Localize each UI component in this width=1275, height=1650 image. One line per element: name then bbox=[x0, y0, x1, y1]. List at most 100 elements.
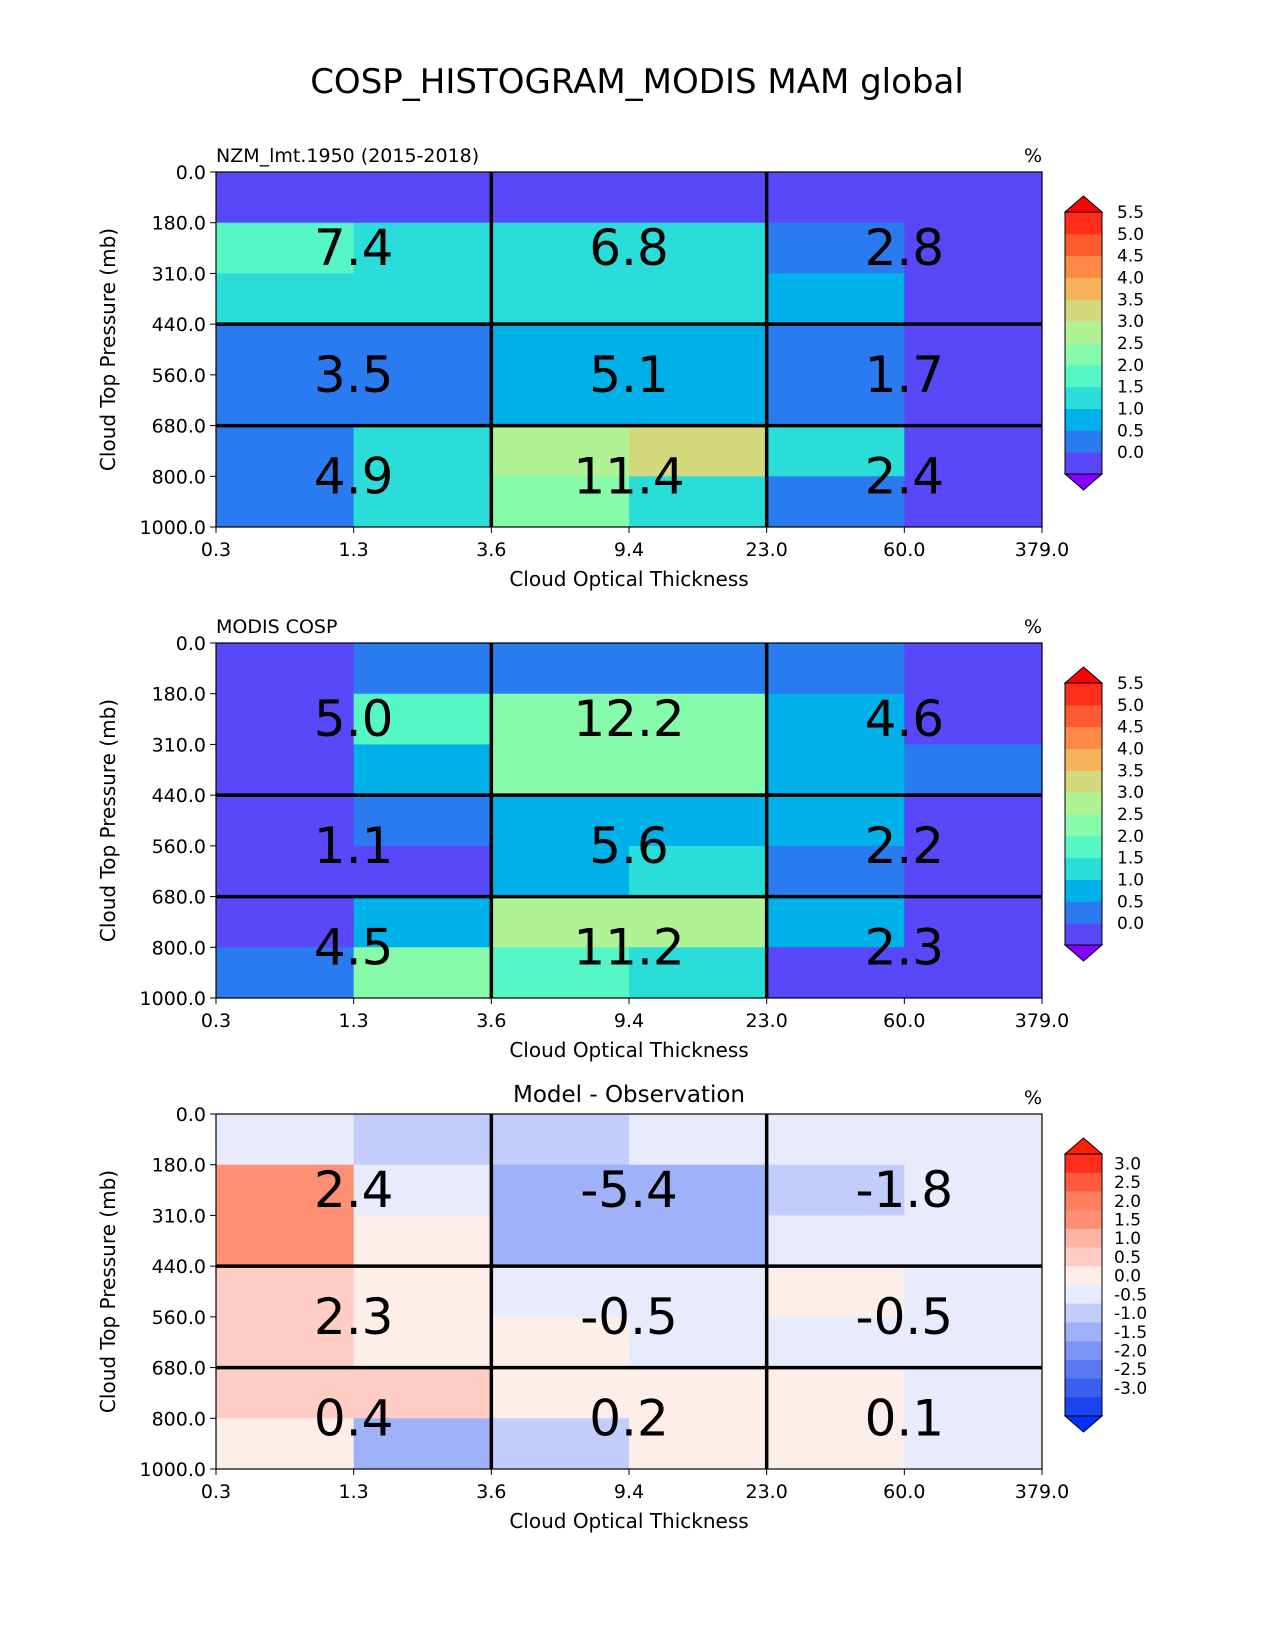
box-total-label: -0.5 bbox=[856, 1288, 954, 1346]
heatmap-cell bbox=[353, 1164, 492, 1216]
box-total-label: 2.2 bbox=[865, 817, 945, 875]
heatmap-cell bbox=[491, 744, 630, 796]
heatmap-cell bbox=[216, 222, 355, 274]
heatmap-cell bbox=[904, 273, 1043, 325]
colorbar-segment bbox=[1065, 792, 1102, 815]
colorbar-segment bbox=[1065, 233, 1102, 257]
colorbar-tick-label: -1.5 bbox=[1114, 1323, 1147, 1343]
colorbar-segment bbox=[1065, 1172, 1102, 1192]
box-total-label: 5.0 bbox=[314, 690, 394, 748]
heatmap-cell bbox=[353, 744, 492, 796]
colorbar-segment bbox=[1065, 704, 1102, 728]
colorbar-tick-label: 5.0 bbox=[1117, 696, 1144, 716]
heatmap-cell bbox=[491, 643, 630, 695]
heatmap-cell bbox=[353, 476, 492, 528]
colorbar-tick-label: -2.0 bbox=[1114, 1342, 1147, 1362]
x-tick-label: 0.3 bbox=[201, 1010, 231, 1032]
colorbar-segment bbox=[1065, 452, 1102, 475]
heatmap-cell bbox=[216, 1418, 355, 1470]
heatmap-cell bbox=[904, 1418, 1043, 1470]
heatmap-cell bbox=[353, 1266, 492, 1318]
heatmap-cell bbox=[766, 1367, 905, 1419]
x-tick-label: 9.4 bbox=[614, 1481, 644, 1503]
heatmap-cell bbox=[766, 1266, 905, 1318]
heatmap-cell bbox=[629, 947, 768, 999]
box-total-label: 4.6 bbox=[865, 690, 945, 748]
colorbar-tick-label: 0.5 bbox=[1117, 421, 1144, 441]
heatmap-cell bbox=[904, 1164, 1043, 1216]
heatmap-cell bbox=[216, 795, 355, 847]
box-total-label: 0.2 bbox=[589, 1389, 669, 1447]
colorbar-extend-max bbox=[1063, 666, 1104, 684]
y-tick-label: 800.0 bbox=[152, 937, 206, 959]
box-total-label: 11.4 bbox=[573, 447, 684, 505]
box-total-label: 1.7 bbox=[865, 346, 945, 404]
heatmap-cell bbox=[904, 172, 1043, 224]
colorbar-extend-max bbox=[1063, 195, 1104, 213]
heatmap-cell bbox=[353, 1114, 492, 1166]
colorbar-tick-label: 3.0 bbox=[1117, 312, 1144, 332]
heatmap-cell bbox=[629, 643, 768, 695]
colorbar: 0.00.51.01.52.02.53.03.54.04.55.05.5 bbox=[1063, 666, 1144, 962]
colorbar-extend-min bbox=[1063, 473, 1104, 491]
panels: 7.4 6.8 2.8 3.5 5.1 1.7 4.9 11.4 2.4 0.3 1.3 3.6 9.4… bbox=[96, 145, 1147, 1533]
heatmap-cell bbox=[491, 896, 630, 948]
heatmap-cell bbox=[766, 795, 905, 847]
colorbar-segment bbox=[1065, 1247, 1102, 1267]
x-tick-label: 23.0 bbox=[746, 1481, 788, 1503]
colorbar-segment bbox=[1065, 408, 1102, 431]
y-tick-label: 1000.0 bbox=[140, 517, 206, 539]
colorbar-segment bbox=[1065, 1266, 1102, 1286]
colorbar-tick-label: 2.0 bbox=[1114, 1192, 1141, 1212]
box-total-label: 2.4 bbox=[314, 1161, 394, 1219]
panel-title-left: NZM_lmt.1950 (2015-2018) bbox=[216, 145, 479, 167]
y-tick-label: 800.0 bbox=[152, 466, 206, 488]
colorbar-tick-label: 5.5 bbox=[1117, 674, 1144, 694]
heatmap-cell bbox=[491, 1418, 630, 1470]
heatmap-cell bbox=[904, 476, 1043, 528]
heatmap-cell bbox=[629, 172, 768, 224]
panel-title-center: Model - Observation bbox=[513, 1082, 745, 1108]
heatmap-cell bbox=[216, 947, 355, 999]
heatmap-cell bbox=[491, 425, 630, 477]
colorbar-segment bbox=[1065, 255, 1102, 278]
box-total-label: 7.4 bbox=[314, 219, 394, 277]
heatmap-cell bbox=[629, 1418, 768, 1470]
heatmap-cell bbox=[491, 324, 630, 376]
heatmap-cell bbox=[491, 172, 630, 224]
colorbar-segment bbox=[1065, 1397, 1102, 1417]
colorbar-segment bbox=[1065, 726, 1102, 749]
heatmap-cell bbox=[766, 1316, 905, 1369]
colorbar-tick-label: 0.0 bbox=[1117, 914, 1144, 934]
colorbar: 0.00.51.01.52.02.53.03.54.04.55.05.5 bbox=[1063, 195, 1144, 491]
colorbar-segment bbox=[1065, 1191, 1102, 1211]
y-tick-label: 310.0 bbox=[152, 1205, 206, 1227]
heatmap-cell bbox=[491, 374, 630, 427]
panel-difference: 2.4 -5.4 -1.8 2.3 -0.5 -0.5 0.4 0.2 0.1 0.3 1.3 3.6… bbox=[96, 1082, 1147, 1533]
heatmap-cell bbox=[904, 222, 1043, 274]
box-total-label: -1.8 bbox=[856, 1161, 954, 1219]
x-axis-label: Cloud Optical Thickness bbox=[509, 567, 748, 591]
colorbar-segment bbox=[1065, 212, 1102, 235]
colorbar-tick-label: 2.5 bbox=[1117, 334, 1144, 354]
box-total-label: 2.3 bbox=[314, 1288, 394, 1346]
colorbar-tick-label: 5.0 bbox=[1117, 225, 1144, 245]
colorbar-segment bbox=[1065, 1228, 1102, 1249]
heatmap-cell bbox=[491, 1367, 630, 1419]
heatmap-cell bbox=[216, 374, 355, 427]
x-tick-label: 9.4 bbox=[614, 539, 644, 561]
heatmap-cell bbox=[629, 476, 768, 528]
box-total-label: -0.5 bbox=[580, 1288, 678, 1346]
heatmap-cell bbox=[904, 1215, 1043, 1267]
heatmap-cell bbox=[904, 1266, 1043, 1318]
colorbar-segment bbox=[1065, 386, 1102, 409]
heatmap-cell bbox=[353, 172, 492, 224]
box-total-label: 5.6 bbox=[589, 817, 669, 875]
colorbar-extend-max bbox=[1063, 1137, 1104, 1155]
colorbar-extend-min bbox=[1063, 1415, 1104, 1433]
heatmap-cell bbox=[216, 1114, 355, 1166]
heatmap-cell bbox=[491, 476, 630, 528]
heatmap-cell bbox=[766, 643, 905, 695]
y-tick-label: 680.0 bbox=[152, 416, 206, 438]
